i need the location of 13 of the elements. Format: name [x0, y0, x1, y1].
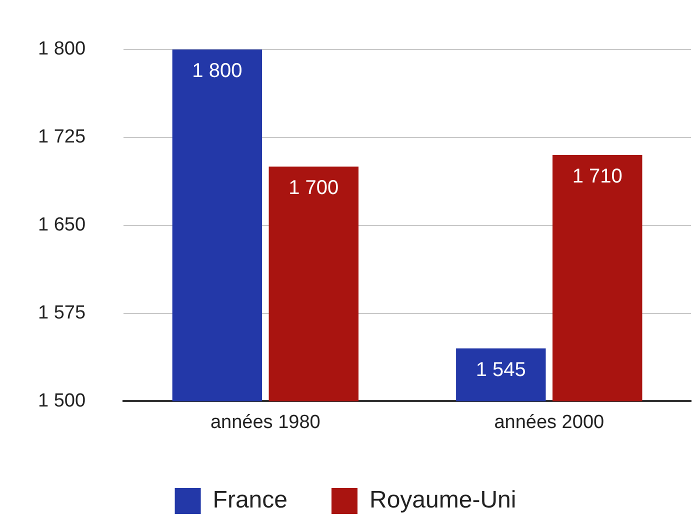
data-label: 1 545: [476, 358, 526, 381]
legend-label: Royaume-Uni: [369, 486, 516, 514]
data-label: 1 710: [572, 165, 622, 188]
y-tick-label: 1 800: [38, 38, 86, 60]
y-tick-label: 1 725: [38, 126, 86, 148]
y-tick-label: 1 650: [38, 214, 86, 236]
y-tick-label: 1 500: [38, 390, 86, 412]
x-tick-label: années 1980: [210, 412, 320, 433]
x-tick-label: années 2000: [494, 412, 604, 433]
legend-label: France: [212, 486, 288, 514]
data-label: 1 800: [192, 60, 242, 82]
y-tick-label: 1 575: [38, 302, 86, 324]
data-label: 1 700: [288, 177, 339, 200]
